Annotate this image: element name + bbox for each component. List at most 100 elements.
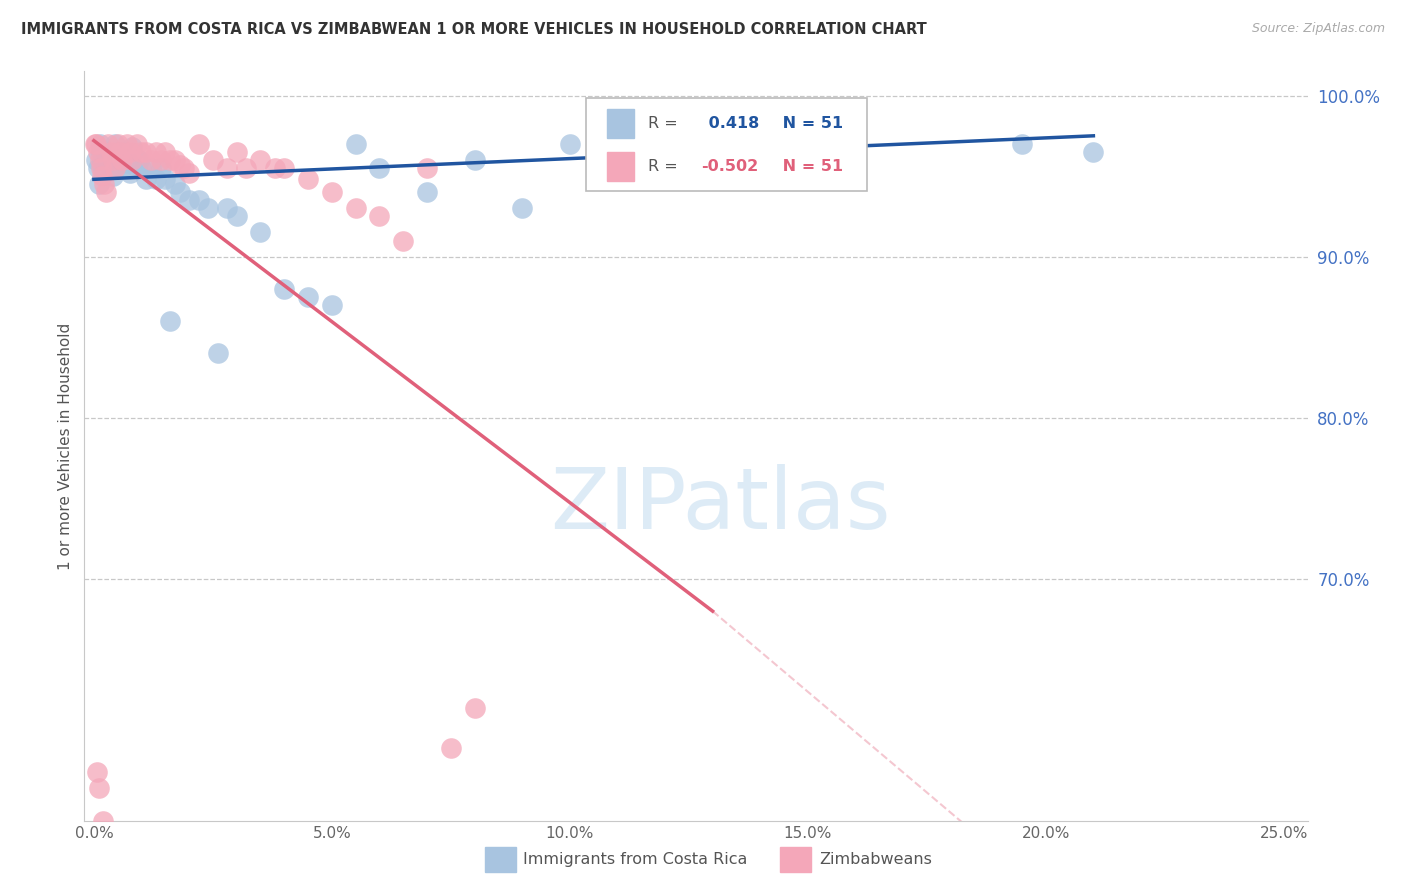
Point: [630, 846, 652, 860]
Point: [115, 156, 138, 170]
Point: [93, 814, 115, 828]
Point: [86, 145, 108, 159]
Point: [107, 136, 129, 151]
Point: [86, 765, 108, 780]
Point: [125, 136, 148, 151]
Point: [93, 177, 115, 191]
Point: [1083, 145, 1105, 159]
Point: [163, 153, 186, 167]
Point: [207, 346, 229, 360]
Point: [107, 830, 129, 844]
Point: [1011, 136, 1033, 151]
Point: [558, 136, 581, 151]
FancyBboxPatch shape: [606, 153, 634, 181]
Point: [159, 314, 181, 328]
Point: [416, 185, 439, 199]
Text: Immigrants from Costa Rica: Immigrants from Costa Rica: [523, 853, 748, 867]
Point: [201, 153, 224, 167]
Point: [118, 166, 141, 180]
Text: N = 51: N = 51: [776, 116, 842, 131]
Point: [135, 145, 157, 159]
Point: [121, 153, 143, 167]
Text: N = 51: N = 51: [776, 159, 842, 174]
Point: [217, 161, 239, 175]
Point: [91, 169, 114, 183]
Point: [464, 701, 486, 715]
Point: [297, 172, 319, 186]
Point: [654, 145, 676, 159]
Point: [149, 153, 172, 167]
Text: -0.502: -0.502: [700, 159, 758, 174]
Point: [108, 145, 131, 159]
Point: [97, 136, 120, 151]
Point: [177, 166, 200, 180]
Point: [773, 136, 796, 151]
FancyBboxPatch shape: [586, 97, 868, 191]
Point: [139, 153, 162, 167]
Point: [217, 202, 239, 216]
Point: [128, 153, 150, 167]
Point: [297, 290, 319, 304]
Point: [115, 136, 138, 151]
Point: [107, 145, 129, 159]
Text: R =: R =: [648, 116, 678, 131]
Text: Zimbabweans: Zimbabweans: [820, 853, 932, 867]
Point: [263, 161, 285, 175]
Text: 0.418: 0.418: [703, 116, 759, 131]
Point: [97, 153, 120, 167]
Point: [91, 153, 114, 167]
Point: [149, 161, 172, 175]
Point: [124, 150, 146, 164]
Point: [344, 202, 367, 216]
Point: [89, 136, 111, 151]
Point: [187, 136, 209, 151]
Point: [101, 169, 124, 183]
Point: [135, 172, 157, 186]
Point: [131, 161, 153, 175]
Point: [249, 153, 271, 167]
Point: [84, 153, 107, 167]
Point: [90, 145, 112, 159]
Point: [121, 140, 143, 154]
Point: [94, 185, 117, 199]
Text: Source: ZipAtlas.com: Source: ZipAtlas.com: [1251, 22, 1385, 36]
Point: [87, 177, 110, 191]
Text: R =: R =: [648, 159, 678, 174]
Point: [197, 202, 219, 216]
Point: [108, 153, 131, 167]
Point: [464, 153, 486, 167]
Point: [111, 161, 134, 175]
Point: [89, 153, 111, 167]
Point: [131, 145, 153, 159]
Point: [155, 172, 177, 186]
Point: [100, 161, 122, 175]
Point: [169, 185, 191, 199]
Point: [321, 298, 343, 312]
Point: [145, 172, 167, 186]
Point: [145, 145, 167, 159]
Point: [392, 234, 415, 248]
Point: [87, 781, 110, 796]
Point: [83, 136, 105, 151]
Point: [169, 158, 191, 172]
Point: [111, 153, 134, 167]
Point: [104, 161, 127, 175]
Point: [86, 161, 108, 175]
Point: [104, 136, 127, 151]
Point: [100, 145, 122, 159]
Point: [101, 153, 124, 167]
Point: [368, 161, 391, 175]
Point: [118, 145, 141, 159]
Point: [159, 153, 181, 167]
Point: [84, 136, 107, 151]
Point: [125, 161, 148, 175]
Point: [93, 161, 115, 175]
Point: [249, 226, 271, 240]
Point: [235, 161, 257, 175]
Point: [368, 210, 391, 224]
Point: [440, 741, 463, 756]
FancyBboxPatch shape: [606, 109, 634, 137]
Point: [155, 145, 177, 159]
Point: [163, 177, 186, 191]
Point: [187, 194, 209, 208]
